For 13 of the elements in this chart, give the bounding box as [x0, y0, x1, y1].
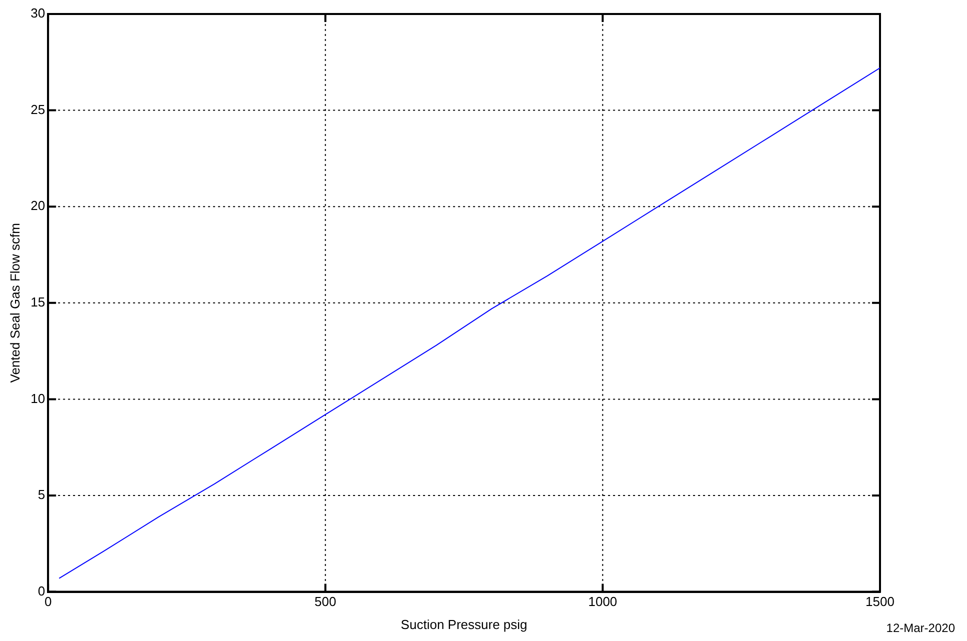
x-tick-label: 1000	[588, 594, 618, 610]
x-tick-label: 1500	[866, 594, 894, 610]
y-tick-label: 30	[30, 6, 46, 21]
x-tick-label: 500	[314, 594, 336, 610]
y-axis-title: Vented Seal Gas Flow scfm	[7, 223, 22, 383]
text: 12-Mar-2020	[886, 621, 955, 635]
y-tick-label: 15	[30, 294, 46, 310]
y-tick-label: 20	[30, 198, 46, 214]
y-tick-label: 5	[38, 487, 46, 502]
y-tick-label: 25	[30, 102, 46, 117]
x-axis-title: Suction Pressure psig	[400, 616, 528, 632]
y-tick-label: 0	[38, 583, 46, 598]
y-tick-label: 10	[30, 390, 46, 406]
